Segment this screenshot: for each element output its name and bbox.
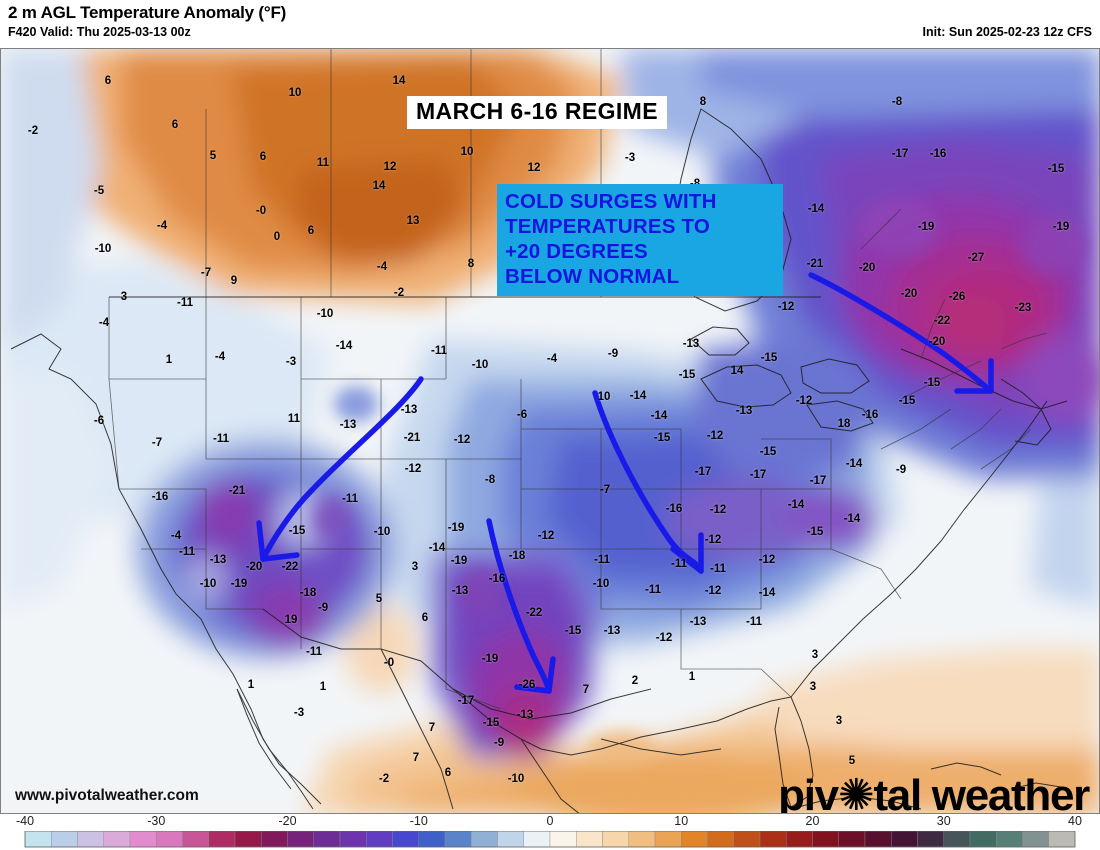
colorbar-swatch bbox=[812, 831, 839, 848]
colorbar-tick: -10 bbox=[409, 814, 428, 828]
regime-annotation: MARCH 6-16 REGIME bbox=[407, 96, 667, 129]
page-title: 2 m AGL Temperature Anomaly (°F) bbox=[8, 3, 287, 22]
colorbar-swatch bbox=[444, 831, 472, 848]
colorbar-swatch bbox=[208, 831, 236, 848]
anomaly-field-svg bbox=[1, 49, 1099, 813]
colorbar-swatch bbox=[759, 831, 787, 848]
colorbar-swatch bbox=[103, 831, 131, 848]
coastlines bbox=[10, 108, 1068, 813]
colorbar-swatch bbox=[24, 831, 52, 848]
colorbar-tick: -30 bbox=[147, 814, 166, 828]
colorbar-swatch bbox=[838, 831, 866, 848]
colorbar-swatch bbox=[261, 831, 288, 848]
colorbar-swatch bbox=[51, 831, 78, 848]
southwest-arrow bbox=[256, 376, 424, 562]
colorbar-swatch bbox=[523, 831, 551, 848]
colorbar-swatch bbox=[287, 831, 314, 848]
colorbar-swatch bbox=[628, 831, 656, 848]
init-time-label: Init: Sun 2025-02-23 12z CFS bbox=[922, 25, 1092, 39]
colorbar-tick: 0 bbox=[546, 814, 554, 828]
colorbar-frame bbox=[24, 831, 1076, 848]
colorbar-swatch bbox=[497, 831, 524, 848]
colorbar-swatch bbox=[234, 831, 262, 848]
colorbar-swatch bbox=[864, 831, 892, 848]
mississippi-valley-arrow bbox=[592, 390, 704, 574]
colorbar-swatch bbox=[733, 831, 761, 848]
colorbar[interactable]: -40 -30 -20 -10 0 10 20 30 40 bbox=[0, 814, 1100, 850]
cold-surge-line-1: COLD SURGES WITH bbox=[505, 190, 717, 213]
colorbar-swatch bbox=[681, 831, 708, 848]
colorbar-swatch bbox=[996, 831, 1023, 848]
map-canvas[interactable]: 610146-25611121012-38-514-01360-4-8-8-17… bbox=[0, 48, 1100, 814]
colorbar-swatch bbox=[339, 831, 367, 848]
colorbar-tick: 20 bbox=[805, 814, 820, 828]
colorbar-tick: -40 bbox=[15, 814, 35, 828]
asterisk-icon: ✺ bbox=[837, 771, 875, 814]
colorbar-swatch bbox=[1022, 831, 1049, 848]
valid-time-label: F420 Valid: Thu 2025-03-13 00z bbox=[8, 25, 191, 39]
northeast-arrow bbox=[808, 272, 994, 394]
colorbar-swatch bbox=[602, 831, 629, 848]
pivotal-weather-logo: piv✺tal weather bbox=[778, 770, 1090, 814]
colorbar-swatch bbox=[1048, 831, 1076, 848]
colorbar-swatch bbox=[969, 831, 997, 848]
colorbar-swatch bbox=[654, 831, 682, 848]
state-borders bbox=[108, 49, 1048, 710]
colorbar-tick: 40 bbox=[1068, 814, 1082, 828]
colorbar-swatch bbox=[366, 831, 393, 848]
colorbar-swatch bbox=[576, 831, 603, 848]
colorbar-swatch bbox=[418, 831, 446, 848]
colorbar-tick-labels: -40 -30 -20 -10 0 10 20 30 40 bbox=[0, 814, 1100, 831]
colorbar-swatch bbox=[917, 831, 944, 848]
colorbar-swatch bbox=[313, 831, 341, 848]
cold-surge-annotation: COLD SURGES WITH TEMPERATURES TO +20 DEG… bbox=[497, 184, 783, 296]
colorbar-swatch bbox=[891, 831, 918, 848]
colorbar-swatch bbox=[549, 831, 577, 848]
texas-arrow bbox=[486, 518, 556, 694]
cold-surge-line-4: BELOW NORMAL bbox=[505, 265, 680, 288]
colorbar-swatch bbox=[182, 831, 209, 848]
brand-text-pre: piv bbox=[778, 771, 839, 814]
colorbar-tick: 30 bbox=[936, 814, 951, 828]
colorbar-strip[interactable] bbox=[0, 831, 1100, 848]
colorbar-tick: 10 bbox=[674, 814, 689, 828]
colorbar-swatch bbox=[707, 831, 734, 848]
cold-surge-line-2: TEMPERATURES TO bbox=[505, 215, 710, 238]
colorbar-swatch bbox=[392, 831, 419, 848]
colorbar-swatch bbox=[77, 831, 104, 848]
annotation-arrows bbox=[256, 272, 994, 694]
colorbar-tick: -20 bbox=[278, 814, 297, 828]
colorbar-swatch bbox=[156, 831, 183, 848]
colorbar-swatch bbox=[786, 831, 813, 848]
map-header: 2 m AGL Temperature Anomaly (°F) F420 Va… bbox=[0, 0, 1100, 48]
cold-surge-line-3: +20 DEGREES bbox=[505, 240, 648, 263]
colorbar-swatch bbox=[129, 831, 157, 848]
colorbar-swatch bbox=[471, 831, 498, 848]
brand-text-post: tal weather bbox=[873, 771, 1090, 814]
site-url-watermark: www.pivotalweather.com bbox=[15, 787, 199, 804]
colorbar-swatch bbox=[943, 831, 971, 848]
